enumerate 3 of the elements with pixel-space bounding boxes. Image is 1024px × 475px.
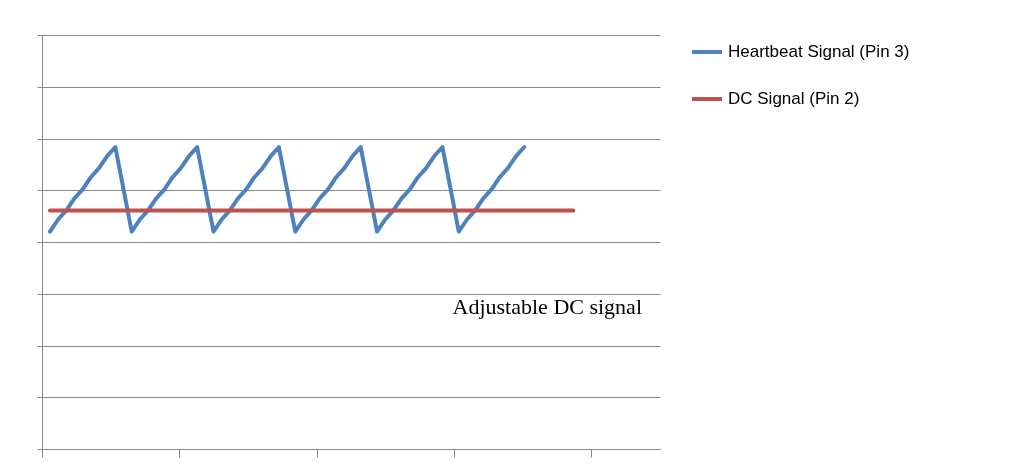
legend-label: DC Signal (Pin 2): [728, 89, 860, 108]
legend-label: Heartbeat Signal (Pin 3): [728, 42, 910, 61]
annotation: Adjustable DC signal: [452, 294, 642, 319]
